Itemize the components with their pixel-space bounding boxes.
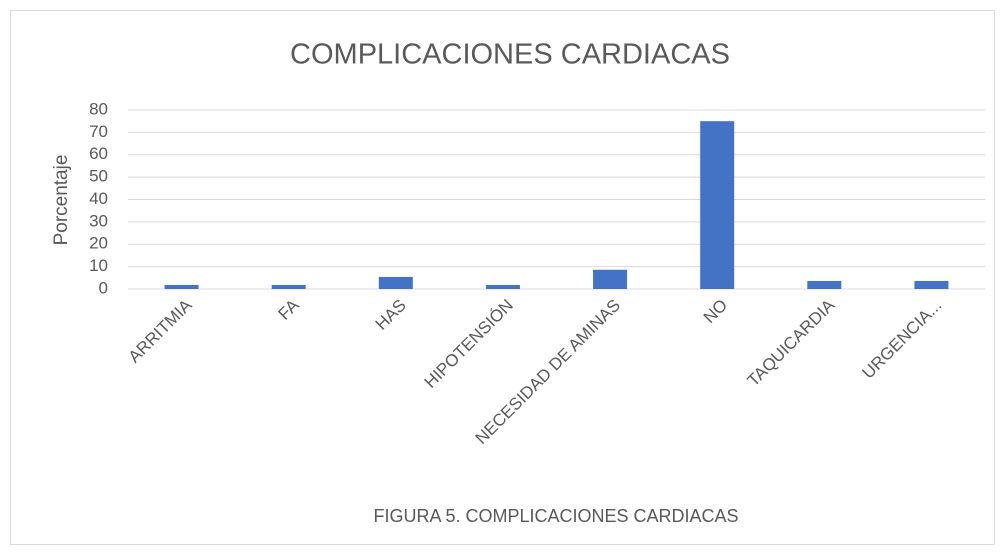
y-tick-label: 0	[99, 278, 108, 297]
y-tick-label: 70	[89, 122, 108, 141]
y-tick-label: 20	[89, 234, 108, 253]
y-tick-label: 50	[89, 167, 108, 186]
chart-title: COMPLICACIONES CARDIACAS	[290, 39, 730, 71]
y-tick-label: 40	[89, 189, 108, 208]
y-tick-label: 30	[89, 211, 108, 230]
y-axis-label: Porcentaje	[51, 155, 72, 246]
bar	[914, 280, 949, 289]
bar	[593, 269, 628, 289]
bar	[271, 284, 306, 289]
bar	[807, 280, 842, 289]
y-tick-label: 80	[89, 99, 108, 118]
chart-frame	[10, 10, 995, 545]
y-tick-label: 60	[89, 144, 108, 163]
bar	[164, 284, 199, 289]
bar	[378, 276, 413, 289]
bar	[700, 121, 735, 289]
x-axis-label: FIGURA 5. COMPLICACIONES CARDIACAS	[373, 506, 738, 526]
y-tick-label: 10	[89, 256, 108, 275]
bar	[485, 284, 520, 289]
